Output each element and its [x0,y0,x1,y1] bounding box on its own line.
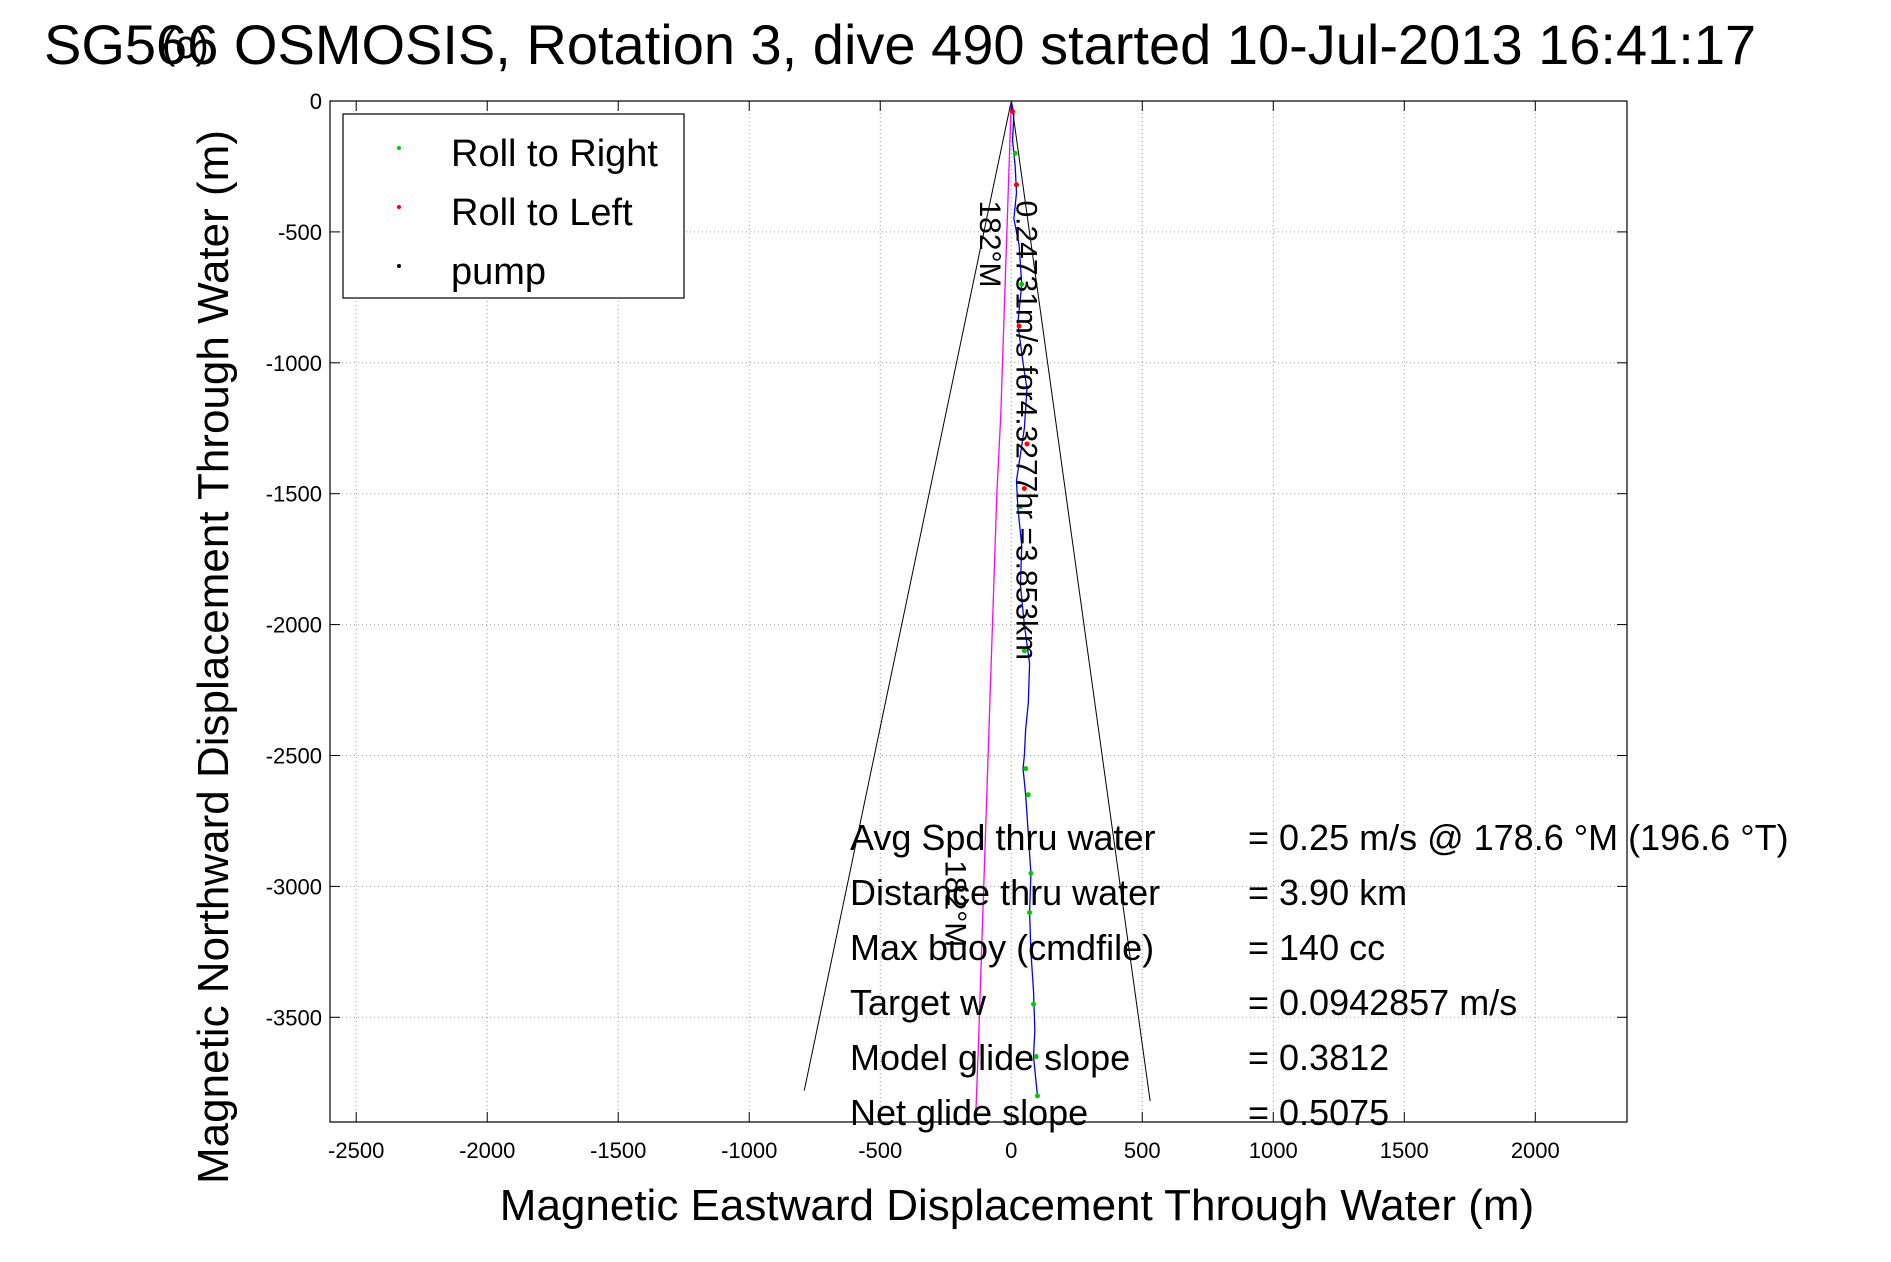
y-tick-label: -500 [278,220,322,245]
x-tick-label: -500 [858,1138,902,1163]
cone-line [1010,100,1151,1102]
x-tick-label: 1000 [1249,1138,1298,1163]
summary-value: = 140 cc [1248,927,1385,968]
x-tick-label: -1500 [590,1138,646,1163]
y-tick-label: -2500 [266,743,322,768]
y-tick-label: -1500 [266,482,322,507]
data-point [1033,1054,1039,1060]
legend-label: Roll to Right [451,133,658,175]
data-point [1023,766,1029,772]
data-point [1017,504,1023,510]
legend-marker [397,205,401,209]
data-point [1019,281,1025,287]
legend-label: Roll to Left [451,192,633,234]
series-layer [975,100,1040,1112]
data-point [1013,182,1019,188]
data-point [1027,910,1033,916]
plot-frame [329,100,1628,1123]
summary-value: = 3.90 km [1248,872,1407,913]
data-point [1024,441,1030,447]
title-overprint: (c) [162,23,209,67]
x-tick-label: -1000 [721,1138,777,1163]
summary-label: Max buoy (cmdfile) [850,927,1154,968]
tick-layer: -2500 -2000 -1500 -1000 -500 0 500 1000 1500 2000… [266,89,1627,1163]
summary-label: Target w [850,982,987,1023]
x-axis-label: Magnetic Eastward Displacement Through W… [500,1181,1534,1230]
data-point [1031,1001,1037,1007]
series-line [1010,100,1039,1096]
summary-value: = 0.3812 [1248,1037,1389,1078]
data-point [1021,485,1027,491]
y-tick-label: -3500 [266,1005,322,1030]
legend: Roll to Right Roll to Left pump [342,113,685,299]
summary-value: = 0.25 m/s @ 178.6 °M (196.6 °T) [1248,817,1789,858]
legend-marker [397,264,401,268]
summary-label: Net glide slope [850,1092,1088,1133]
y-tick-label: 0 [310,89,322,114]
y-axis-label: Magnetic Northward Displacement Through … [189,130,238,1184]
data-point [1028,870,1034,876]
x-tick-label: 0 [1005,1138,1017,1163]
series-line [975,100,1012,1112]
x-tick-label: -2500 [328,1138,384,1163]
summary-label: Distance thru water [850,872,1160,913]
cone-lines [803,100,1151,1102]
summary-value: = 0.0942857 m/s [1248,982,1517,1023]
data-point [1034,1093,1040,1099]
summary-text: Avg Spd thru water = 0.25 m/s @ 178.6 °M … [850,817,1789,1133]
y-tick-label: -2000 [266,613,322,638]
rotated-annotation: 182°M [939,860,972,947]
summary-label: Model glide slope [850,1037,1130,1078]
legend-marker [397,146,401,150]
y-tick-label: -1000 [266,351,322,376]
data-point [1012,150,1018,156]
data-point [1016,323,1022,329]
rotated-annotation: 182°M [973,200,1006,287]
summary-label: Avg Spd thru water [850,817,1156,858]
summary-value: = 0.5075 [1248,1092,1389,1133]
y-tick-label: -3000 [266,874,322,899]
legend-label: pump [451,251,546,293]
x-tick-label: 1500 [1380,1138,1429,1163]
rotated-annotations: 182°M 0.24731m/s for4.3277hr =3.853km182°… [939,200,1043,947]
chart-title: SG566 OSMOSIS, Rotation 3, dive 490 star… [44,13,1756,76]
rotated-annotation: 0.24731m/s for4.3277hr =3.853km [1009,200,1042,659]
cone-line [803,100,1012,1091]
data-point [1021,648,1027,654]
x-tick-label: 2000 [1511,1138,1560,1163]
data-point [1025,792,1031,798]
x-tick-label: 500 [1124,1138,1161,1163]
x-tick-label: -2000 [459,1138,515,1163]
